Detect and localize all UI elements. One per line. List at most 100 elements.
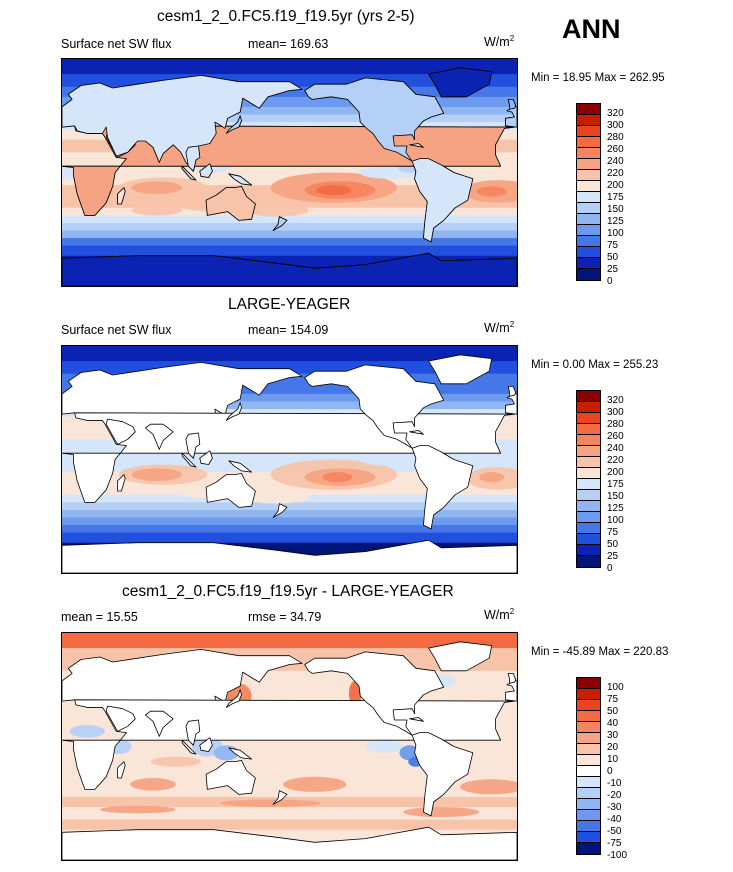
colorbar-box [577,258,600,269]
colorbar-tick-label: 25 [607,551,619,562]
colorbar-tick-label: 0 [607,276,613,287]
land-field-seasia [185,145,201,172]
continent-australia [205,473,256,508]
field-contour [131,181,183,194]
field-contour [365,740,404,753]
field-contour [359,453,423,466]
continent-seasia [185,432,201,459]
field-contour [131,468,183,481]
field-contour [399,745,420,761]
field-band [62,633,517,649]
mean-label: mean= 169.63 [248,37,329,51]
colorbar-box [577,700,600,711]
colorbar-box [577,435,600,446]
continent-namerica [304,651,445,736]
colorbar-box [577,170,600,181]
map-obs [61,345,518,574]
colorbar-tick-label: 75 [607,694,619,705]
field-band [62,86,517,98]
land-field-japan [225,115,242,134]
field-band [62,807,517,821]
colorbar-tick-label: 300 [607,120,624,131]
colorbar-box [577,247,600,258]
land-field-britain [507,99,517,110]
colorbar-box [577,556,600,567]
colorbar-tick-label: 175 [607,479,624,490]
variable-label: Surface net SW flux [61,323,172,337]
continent-australia [205,760,256,795]
season-label: ANN [562,14,621,44]
field-band [62,373,517,385]
field-band [62,245,517,257]
continents [62,641,517,860]
colorbar-tick-label: 25 [607,264,619,275]
colorbar-tick-label: 30 [607,730,619,741]
colorbar-tick-label: 125 [607,503,624,514]
colorbar-box [577,545,600,556]
field-band [62,215,517,224]
continent-greenland [428,354,493,385]
colorbar-box [577,843,600,854]
continent-borneo [199,737,213,752]
colorbar-tick-label: -10 [607,778,622,789]
field-band [62,532,517,544]
continent-madagascar [117,474,126,492]
colorbar-tick-label: 150 [607,491,624,502]
colorbar-box [577,424,600,435]
colorbar-box [577,810,600,821]
continent-japan [225,689,242,708]
colorbar-box [577,832,600,843]
land-field-eurasia [62,75,303,172]
field-contour [150,756,202,767]
continent-arabia [105,705,136,732]
panel-title: cesm1_2_0.FC5.f19_f19.5yr (yrs 2-5) [157,8,415,25]
continent-europe_w [505,680,517,702]
map-svg [62,59,517,286]
continent-nz [272,790,288,805]
field-contour [476,186,507,197]
colorbar-tick-label: 125 [607,216,624,227]
continent-borneo [199,450,213,465]
continent-arabia [105,418,136,445]
field-band [62,106,517,115]
continent-newguinea [228,460,252,473]
colorbar-box [577,137,600,148]
continent-namerica [304,364,445,449]
continent-india [145,710,174,737]
field-band [62,346,517,362]
colorbar-tick-label: 280 [607,132,624,143]
colorbar-tick-label: 40 [607,718,619,729]
field-contour [245,491,309,504]
colorbar-box [577,148,600,159]
colorbar-box [577,391,600,402]
continent-cuba [409,430,424,435]
map-model [61,58,518,287]
colorbar-box [577,479,600,490]
field-band [62,59,517,75]
land-field [62,67,517,286]
field-contour [479,472,505,483]
continent-antarctica [62,826,517,860]
continent-japan [225,402,242,421]
colorbar-box [577,203,600,214]
min-max-label: Min = -45.89 Max = 220.83 [531,646,669,658]
colorbar-box [577,413,600,424]
colorbar-box [577,512,600,523]
colorbar-tick-label: 200 [607,180,624,191]
continent-cuba [409,717,424,722]
colorbar-tick-label: 50 [607,539,619,550]
land-field-cuba [409,143,424,148]
continent-samerica [411,445,474,530]
field-contour [322,472,353,483]
field-contour [348,680,362,707]
colorbar-box [577,490,600,501]
colorbar-box [577,722,600,733]
land-field-nz [272,216,288,231]
colorbar-tick-label: 240 [607,156,624,167]
colorbar-tick-label: 260 [607,144,624,155]
colorbar-tick-label: -40 [607,814,622,825]
map-svg [62,346,517,573]
colorbar-box [577,689,600,700]
colorbar-box [577,711,600,722]
continent-britain [507,673,517,684]
